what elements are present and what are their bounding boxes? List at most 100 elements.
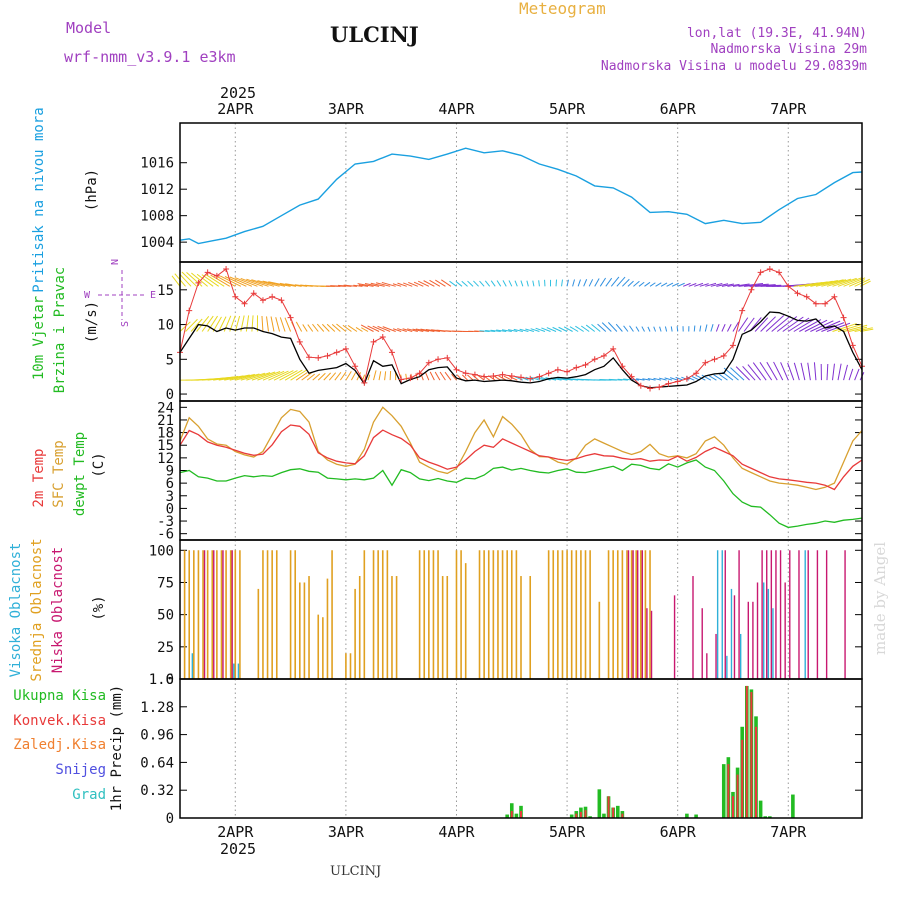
product-title: Meteogram (519, 0, 606, 18)
wind-gust-marker (471, 371, 478, 378)
wind-arrow (509, 376, 518, 381)
wind-arrow (455, 281, 463, 287)
precip-ytick-label: 0.64 (140, 755, 174, 771)
wind-arrow (367, 325, 380, 332)
wind-gust-marker (812, 300, 819, 307)
wind-arrow (699, 283, 709, 287)
wind-arrow (807, 362, 811, 381)
precip-conv-bar (731, 796, 734, 818)
wind-arrow (594, 278, 600, 287)
temp-ytick-label: -6 (157, 527, 174, 543)
cloud-ylabel-2: Srednja Oblacnost (29, 538, 45, 681)
wind-gust-marker (729, 342, 736, 349)
wind-gust-marker (803, 293, 810, 300)
wind-arrow (556, 377, 568, 381)
wind-gust-marker (315, 354, 322, 361)
wind-arrow (659, 326, 662, 332)
wind-arrow (234, 277, 258, 287)
wind-gust-marker (711, 356, 718, 363)
wind-arrow (730, 367, 745, 381)
wind-arrow (653, 326, 657, 332)
wind-arrow (715, 324, 720, 332)
wind-arrow (743, 283, 769, 287)
wind-arrow (191, 272, 208, 287)
time-label-bottom: 3APR (328, 823, 365, 841)
wind-gust-marker (665, 380, 672, 387)
wind-arrow (392, 328, 402, 332)
wind-arrow (782, 316, 804, 332)
wind-gust-marker (435, 356, 442, 363)
precip-conv-bar (755, 726, 758, 818)
wind-arrow (440, 279, 452, 287)
wind-arrow (273, 370, 294, 381)
precip-panel: 0 0.32 0.64 0.96 1.28 1.6 (140, 672, 863, 827)
wind-arrow (727, 283, 740, 287)
wind-arrow (686, 376, 695, 381)
cloud-ytick-label: 100 (149, 543, 174, 559)
wind-gust-marker (600, 352, 607, 359)
wind-arrow (498, 375, 507, 381)
wind-arrow (623, 325, 629, 332)
time-label-top: 6APR (660, 100, 697, 118)
wind-gust-marker (628, 373, 635, 380)
wind-arrow (649, 282, 656, 287)
wind-gust-marker (656, 384, 663, 391)
wind-gust-marker (278, 297, 285, 304)
wind-gust-marker (545, 370, 552, 377)
wind-arrow (234, 315, 241, 332)
wind-arrow (627, 280, 634, 287)
wind-arrow (832, 363, 835, 381)
wind-arrow (552, 326, 562, 332)
time-label-top: 5APR (549, 100, 586, 118)
wind-arrow (636, 378, 645, 381)
wind-arrow (815, 279, 844, 287)
footer-station: ULCINJ (330, 864, 381, 879)
wind-arrow (653, 377, 662, 381)
wind-gust-marker (223, 265, 230, 272)
wind-arrow (508, 329, 518, 332)
wind-arrow (229, 373, 256, 381)
temp-ytick-label: 0 (166, 501, 174, 517)
precip-total-bar (768, 816, 772, 818)
wind-arrow (705, 282, 717, 287)
wind-arrow (190, 318, 203, 332)
temp-ytick-label: 24 (157, 400, 174, 416)
pressure-ytick-label: 1012 (140, 182, 174, 198)
wind-arrow (760, 316, 776, 332)
compass-rose: W E N S (84, 259, 156, 327)
wind-arrow (701, 374, 712, 381)
wind-gust-marker (250, 290, 257, 297)
wind-arrow (660, 282, 668, 287)
wind-arrow (484, 280, 491, 287)
wind-arrow (312, 323, 319, 332)
temp-ylabel-2: SFC Temp (51, 440, 67, 507)
wind-gust-marker (259, 297, 266, 304)
wind-gust-marker (702, 359, 709, 366)
wind-arrow (693, 325, 696, 332)
wind-arrow (246, 372, 271, 381)
wind-arrow (813, 362, 817, 381)
precip-ytick-label: 0.32 (140, 783, 174, 799)
wind-gust-marker (766, 265, 773, 272)
wind-arrow (496, 329, 507, 332)
wind-arrow (766, 361, 778, 381)
time-label-top: 2APR (217, 100, 254, 118)
wind-gust-marker (776, 269, 783, 276)
wind-arrow (266, 316, 269, 332)
precip-frame (179, 678, 863, 819)
wind-gust-marker (822, 300, 829, 307)
wind-arrow (629, 325, 634, 332)
wind-arrow (572, 279, 575, 287)
wind-panel: 0 5 10 15 (157, 261, 874, 403)
precip-total-bar (602, 813, 606, 818)
watermark: made by Angel (871, 542, 889, 655)
wind-arrow (541, 327, 551, 332)
wind-arrow (765, 315, 785, 332)
wind-arrow (323, 372, 332, 381)
wind-arrow (658, 377, 667, 381)
wind-arrow (670, 326, 673, 332)
wind-gust-marker (840, 314, 847, 321)
wind-arrow (439, 371, 446, 381)
wind-arrow (655, 282, 662, 287)
